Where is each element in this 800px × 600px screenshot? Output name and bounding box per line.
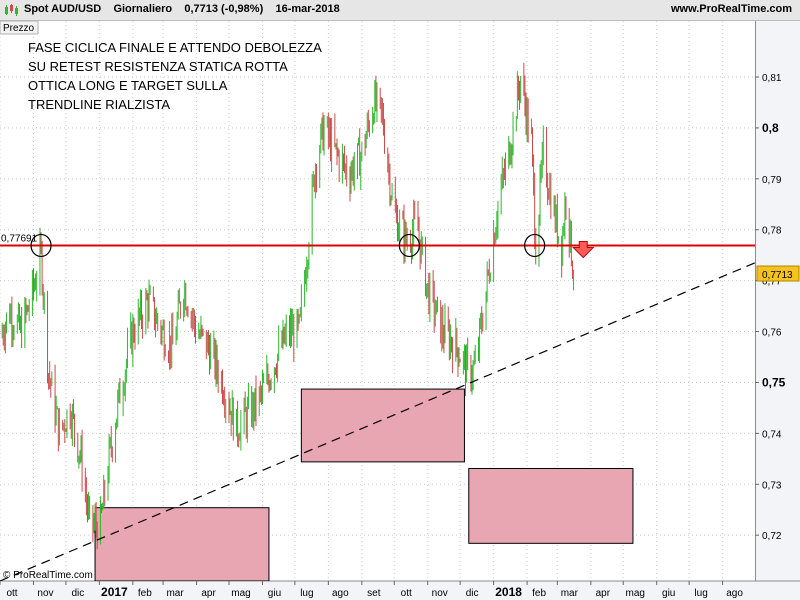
target-box [300, 388, 465, 463]
x-tick-label: ott [6, 588, 17, 599]
y-tick-label: 0,81 [762, 73, 782, 84]
x-tick-label: mar [166, 588, 184, 599]
axis-labels: ott nov dic 2017 feb mar apr mag giu lug ago set ott… [6, 73, 800, 599]
last-change: 0,7713 (-0,98%) [184, 3, 264, 15]
x-tick-label: set [367, 588, 381, 599]
x-tick-label: mag [231, 588, 250, 599]
time-axis[interactable] [0, 581, 800, 600]
y-tick-label: 0,78 [762, 226, 782, 237]
y-tick-label: 0,8 [762, 121, 779, 135]
y-tick-label: 0,72 [762, 531, 782, 542]
annotation-line-2: SU RETEST RESISTENZA STATICA ROTTA [28, 59, 288, 74]
y-tick-label: 0,76 [762, 328, 782, 339]
chart-header: Spot AUD/USD Giornaliero 0,7713 (-0,98%)… [0, 0, 800, 21]
y-tick-label: 0,79 [762, 175, 782, 186]
x-tick-label: ago [332, 588, 349, 599]
target-box [94, 507, 270, 581]
timeframe: Giornaliero [113, 3, 173, 15]
x-tick-label: dic [466, 588, 479, 599]
x-tick-label: mag [625, 588, 644, 599]
instrument-name: Spot AUD/USD [24, 3, 102, 15]
x-tick-label: feb [138, 588, 152, 599]
x-tick-label: 2017 [101, 585, 128, 599]
x-tick-label: nov [432, 588, 448, 599]
trendline [0, 262, 755, 581]
x-tick-label: apr [201, 588, 216, 599]
x-tick-label: lug [694, 588, 707, 599]
last-price-tag [756, 265, 800, 282]
y-tick-label: 0,74 [762, 429, 782, 440]
x-tick-label: apr [596, 588, 611, 599]
x-tick-label: 2018 [495, 585, 522, 599]
x-tick-label: lug [300, 588, 313, 599]
x-tick-label: nov [37, 588, 53, 599]
x-tick-label: dic [71, 588, 84, 599]
panel-label: Prezzo [3, 23, 35, 34]
price-axis[interactable] [755, 21, 800, 581]
touch-circle [398, 233, 420, 258]
touch-circle [524, 233, 546, 258]
last-price-label: 0,7713 [762, 270, 793, 281]
sell-arrow [572, 241, 595, 259]
chart-title: Spot AUD/USD Giornaliero 0,7713 (-0,98%)… [24, 3, 340, 15]
candlesticks [1, 62, 575, 550]
panel-label-box [0, 20, 39, 35]
y-tick-label: 0,75 [762, 375, 786, 389]
y-tick-label: 0,77 [762, 277, 782, 288]
resistance-label: 0,77691 [1, 233, 38, 244]
x-tick-label: ott [401, 588, 412, 599]
annotation-line-3: OTTICA LONG E TARGET SULLA [28, 78, 228, 93]
chart-date: 16-mar-2018 [275, 3, 340, 15]
x-tick-label: giu [662, 588, 675, 599]
drawing-overlays: 0,77691 [0, 233, 755, 581]
annotation-line-4: TRENDLINE RIALZISTA [28, 97, 170, 112]
touch-circle [30, 233, 52, 258]
candlestick-icon [5, 4, 18, 16]
watermark: © ProRealTime.com [3, 570, 93, 581]
annotation-line-1: FASE CICLICA FINALE E ATTENDO DEBOLEZZA [28, 40, 322, 55]
x-tick-label: mar [561, 588, 579, 599]
x-tick-label: giu [268, 588, 281, 599]
x-tick-label: feb [532, 588, 546, 599]
grid [0, 21, 759, 585]
site-link[interactable]: www.ProRealTime.com [670, 3, 792, 15]
x-tick-label: ago [726, 588, 743, 599]
y-tick-label: 0,73 [762, 480, 782, 491]
target-zones [94, 388, 634, 581]
target-box [468, 467, 634, 544]
